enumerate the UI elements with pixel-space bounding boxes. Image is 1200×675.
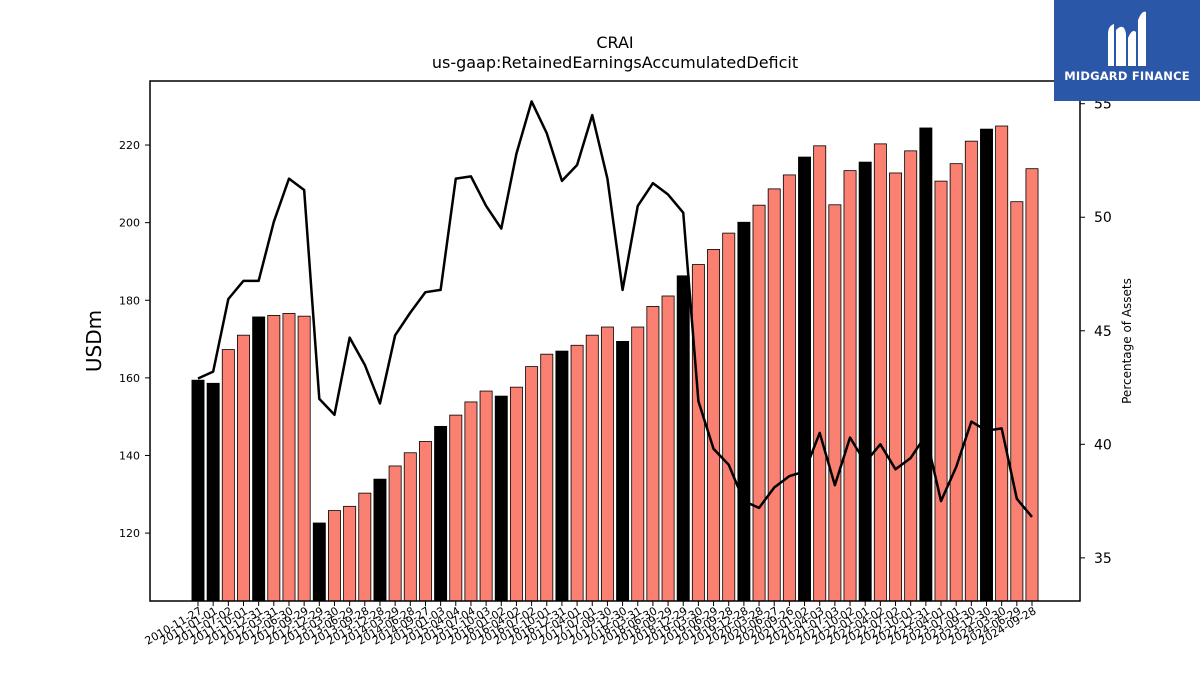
bar-2016-04-02 [509, 386, 523, 602]
bar-2018-12-29 [676, 275, 690, 602]
bar-2013-06-29 [343, 505, 357, 602]
left-tick-label: 220 [119, 139, 140, 152]
left-tick-label: 140 [119, 449, 140, 462]
bar-2013-09-28 [358, 492, 372, 602]
bar-2022-01-01 [858, 161, 872, 602]
bar-2014-09-27 [418, 441, 432, 602]
bar-2017-09-30 [600, 326, 614, 602]
midgard-logo-icon [1108, 11, 1146, 66]
y-axis-right-label: Percentage of Assets [1120, 278, 1134, 404]
right-tick-label: 50 [1094, 210, 1112, 226]
bar-2023-07-01 [949, 163, 963, 602]
bar-2012-12-29 [312, 522, 326, 602]
bar-2018-03-31 [631, 326, 645, 602]
right-tick-label: 40 [1094, 437, 1112, 453]
bars-group [191, 125, 1039, 602]
bar-2019-03-30 [691, 264, 705, 602]
bar-2024-09-28 [1025, 168, 1039, 602]
line-group [197, 100, 1033, 518]
midgard-finance-logo: MIDGARD FINANCE [1054, 0, 1200, 101]
bar-2015-01-03 [434, 425, 448, 602]
bar-2019-06-29 [707, 249, 721, 602]
bar-2021-04-03 [813, 145, 827, 602]
bar-2022-12-31 [919, 127, 933, 602]
bar-2019-12-28 [737, 221, 751, 602]
bar-2022-04-02 [873, 143, 887, 602]
bar-2021-07-03 [828, 204, 842, 602]
left-axis: 120 140 160 180 200 220 [119, 139, 150, 540]
bar-2020-09-26 [782, 174, 796, 602]
bar-2015-07-04 [464, 401, 478, 602]
bar-2011-07-02 [221, 349, 235, 602]
bar-2013-12-28 [373, 478, 387, 602]
bar-2011-12-31 [252, 316, 266, 602]
bar-2012-09-29 [297, 315, 311, 602]
bar-2022-10-01 [904, 150, 918, 602]
left-tick-label: 160 [119, 372, 140, 385]
bar-2012-06-30 [282, 313, 296, 602]
chart-subtitle: us-gaap:RetainedEarningsAccumulatedDefic… [432, 53, 798, 72]
bar-2021-01-02 [798, 156, 812, 602]
bar-2014-03-29 [388, 465, 402, 602]
bar-2023-09-30 [964, 140, 978, 602]
bar-2021-10-02 [843, 170, 857, 602]
bar-2017-04-01 [570, 344, 584, 602]
bar-2020-06-27 [767, 188, 781, 602]
bar-2016-12-31 [555, 350, 569, 602]
bar-2015-10-03 [479, 390, 493, 602]
percentage-of-assets-line [197, 100, 1033, 518]
y-axis-label: USDm [82, 310, 106, 372]
bar-2017-07-01 [585, 334, 599, 602]
bar-2020-03-28 [752, 204, 766, 602]
bar-2011-01-01 [206, 382, 220, 602]
bar-2022-07-02 [889, 172, 902, 602]
right-tick-label: 45 [1094, 324, 1112, 340]
left-tick-label: 200 [119, 217, 140, 230]
logo-text: MIDGARD FINANCE [1064, 69, 1190, 83]
bar-2016-10-01 [540, 353, 554, 602]
bar-2010-11-27 [191, 379, 205, 602]
bar-2011-10-01 [237, 334, 250, 602]
bar-2012-03-31 [267, 314, 281, 602]
bar-2014-06-28 [403, 452, 417, 602]
bar-2013-03-30 [328, 510, 341, 602]
bar-2023-04-01 [934, 180, 948, 602]
bar-2016-07-02 [525, 366, 539, 602]
bar-2023-12-30 [980, 128, 993, 602]
bar-2018-06-30 [646, 306, 660, 602]
bar-2018-09-29 [661, 295, 675, 602]
plot-frame [149, 80, 1081, 602]
bar-2016-01-02 [494, 395, 508, 602]
left-tick-label: 180 [119, 294, 140, 307]
bar-2019-09-28 [722, 232, 736, 602]
bar-2017-12-30 [616, 340, 630, 602]
right-tick-label: 35 [1094, 551, 1112, 567]
x-axis: 2010-11-272011-01-012011-07-022011-10-01… [143, 601, 1039, 648]
bar-2024-06-29 [1010, 201, 1024, 602]
left-tick-label: 120 [119, 527, 140, 540]
bar-2024-03-30 [995, 125, 1009, 602]
chart-title: CRAI [596, 33, 633, 52]
bar-2015-04-04 [449, 414, 463, 602]
